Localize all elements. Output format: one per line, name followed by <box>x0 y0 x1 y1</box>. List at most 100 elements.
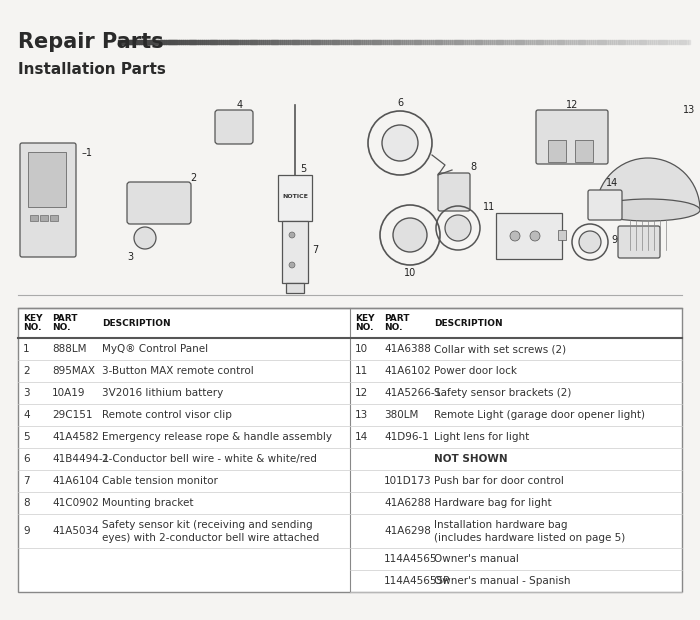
Text: 41A5034: 41A5034 <box>52 526 99 536</box>
Text: 114A4565: 114A4565 <box>384 554 438 564</box>
Text: Push bar for door control: Push bar for door control <box>434 476 564 486</box>
Text: 4: 4 <box>237 100 243 110</box>
Text: 888LM: 888LM <box>52 344 87 354</box>
Text: 10A19: 10A19 <box>52 388 85 398</box>
Bar <box>558 230 566 240</box>
Text: Hardware bag for light: Hardware bag for light <box>434 498 552 508</box>
Bar <box>28 152 66 207</box>
Text: 380LM: 380LM <box>384 410 419 420</box>
Text: 41A6104: 41A6104 <box>52 476 99 486</box>
Text: 41A5266-1: 41A5266-1 <box>384 388 441 398</box>
Text: 11: 11 <box>355 366 368 376</box>
Text: 3: 3 <box>23 388 29 398</box>
Text: 6: 6 <box>397 98 403 108</box>
Text: 12: 12 <box>355 388 368 398</box>
Bar <box>278 175 312 221</box>
FancyBboxPatch shape <box>215 110 253 144</box>
Text: 9: 9 <box>23 526 29 536</box>
Text: Owner's manual: Owner's manual <box>434 554 519 564</box>
Text: NOT SHOWN: NOT SHOWN <box>434 454 508 464</box>
Text: 11: 11 <box>483 202 495 212</box>
FancyBboxPatch shape <box>618 226 660 258</box>
Text: Repair Parts: Repair Parts <box>18 32 164 52</box>
Text: 3: 3 <box>127 252 133 262</box>
Text: Mounting bracket: Mounting bracket <box>102 498 193 508</box>
Text: Installation Parts: Installation Parts <box>18 63 166 78</box>
Text: KEY
NO.: KEY NO. <box>23 314 43 332</box>
Text: 2-Conductor bell wire - white & white/red: 2-Conductor bell wire - white & white/re… <box>102 454 317 464</box>
Text: 114A4565SP: 114A4565SP <box>384 576 450 586</box>
Bar <box>575 140 593 162</box>
Text: PART
NO.: PART NO. <box>52 314 78 332</box>
Text: Safety sensor kit (receiving and sending: Safety sensor kit (receiving and sending <box>102 520 313 530</box>
Text: 2: 2 <box>23 366 29 376</box>
Circle shape <box>289 262 295 268</box>
FancyBboxPatch shape <box>20 143 76 257</box>
Text: 41B4494-1: 41B4494-1 <box>52 454 109 464</box>
Text: Remote control visor clip: Remote control visor clip <box>102 410 232 420</box>
Bar <box>286 283 304 293</box>
Text: MyQ® Control Panel: MyQ® Control Panel <box>102 344 208 354</box>
Circle shape <box>510 231 520 241</box>
Text: 5: 5 <box>300 164 307 174</box>
FancyBboxPatch shape <box>127 182 191 224</box>
Bar <box>30 215 38 221</box>
Text: 3V2016 lithium battery: 3V2016 lithium battery <box>102 388 223 398</box>
Bar <box>282 221 308 283</box>
Text: 41A6288: 41A6288 <box>384 498 431 508</box>
Text: 5: 5 <box>23 432 29 442</box>
Text: 41A6102: 41A6102 <box>384 366 430 376</box>
Text: 3-Button MAX remote control: 3-Button MAX remote control <box>102 366 253 376</box>
Text: DESCRIPTION: DESCRIPTION <box>102 319 171 327</box>
Text: KEY
NO.: KEY NO. <box>355 314 374 332</box>
Text: 7: 7 <box>23 476 29 486</box>
Text: DESCRIPTION: DESCRIPTION <box>434 319 503 327</box>
Text: –1: –1 <box>82 148 93 158</box>
Circle shape <box>530 231 540 241</box>
Text: 13: 13 <box>355 410 368 420</box>
Wedge shape <box>596 158 700 210</box>
Ellipse shape <box>596 199 700 221</box>
Text: 1: 1 <box>23 344 29 354</box>
Text: 13: 13 <box>682 105 695 115</box>
Text: 4: 4 <box>23 410 29 420</box>
Text: Installation hardware bag: Installation hardware bag <box>434 520 568 530</box>
Bar <box>548 140 566 162</box>
Text: Cable tension monitor: Cable tension monitor <box>102 476 218 486</box>
Text: 14: 14 <box>606 178 618 188</box>
Text: 41A6388: 41A6388 <box>384 344 431 354</box>
Bar <box>50 215 58 221</box>
FancyBboxPatch shape <box>438 173 470 211</box>
Circle shape <box>134 227 156 249</box>
Text: eyes) with 2-conductor bell wire attached: eyes) with 2-conductor bell wire attache… <box>102 533 319 543</box>
Text: 6: 6 <box>23 454 29 464</box>
Text: 14: 14 <box>355 432 368 442</box>
Text: PART
NO.: PART NO. <box>384 314 409 332</box>
Text: 41C0902: 41C0902 <box>52 498 99 508</box>
Text: 41A6298: 41A6298 <box>384 526 431 536</box>
Text: Remote Light (garage door opener light): Remote Light (garage door opener light) <box>434 410 645 420</box>
Circle shape <box>579 231 601 253</box>
Text: 101D173: 101D173 <box>384 476 432 486</box>
Text: Owner's manual - Spanish: Owner's manual - Spanish <box>434 576 570 586</box>
Text: 8: 8 <box>470 162 476 172</box>
Text: Power door lock: Power door lock <box>434 366 517 376</box>
Text: 895MAX: 895MAX <box>52 366 95 376</box>
Text: 29C151: 29C151 <box>52 410 92 420</box>
Text: 7: 7 <box>312 245 318 255</box>
Text: 12: 12 <box>566 100 578 110</box>
Text: 41A4582: 41A4582 <box>52 432 99 442</box>
Text: 10: 10 <box>404 268 416 278</box>
Text: Collar with set screws (2): Collar with set screws (2) <box>434 344 566 354</box>
Text: 2: 2 <box>190 173 196 183</box>
Circle shape <box>445 215 471 241</box>
Text: (includes hardware listed on page 5): (includes hardware listed on page 5) <box>434 533 625 543</box>
Bar <box>496 213 562 259</box>
Text: Safety sensor brackets (2): Safety sensor brackets (2) <box>434 388 571 398</box>
Text: Emergency release rope & handle assembly: Emergency release rope & handle assembly <box>102 432 332 442</box>
FancyBboxPatch shape <box>536 110 608 164</box>
FancyBboxPatch shape <box>588 190 622 220</box>
Text: 8: 8 <box>23 498 29 508</box>
Text: 41D96-1: 41D96-1 <box>384 432 429 442</box>
Text: 9: 9 <box>611 235 617 245</box>
